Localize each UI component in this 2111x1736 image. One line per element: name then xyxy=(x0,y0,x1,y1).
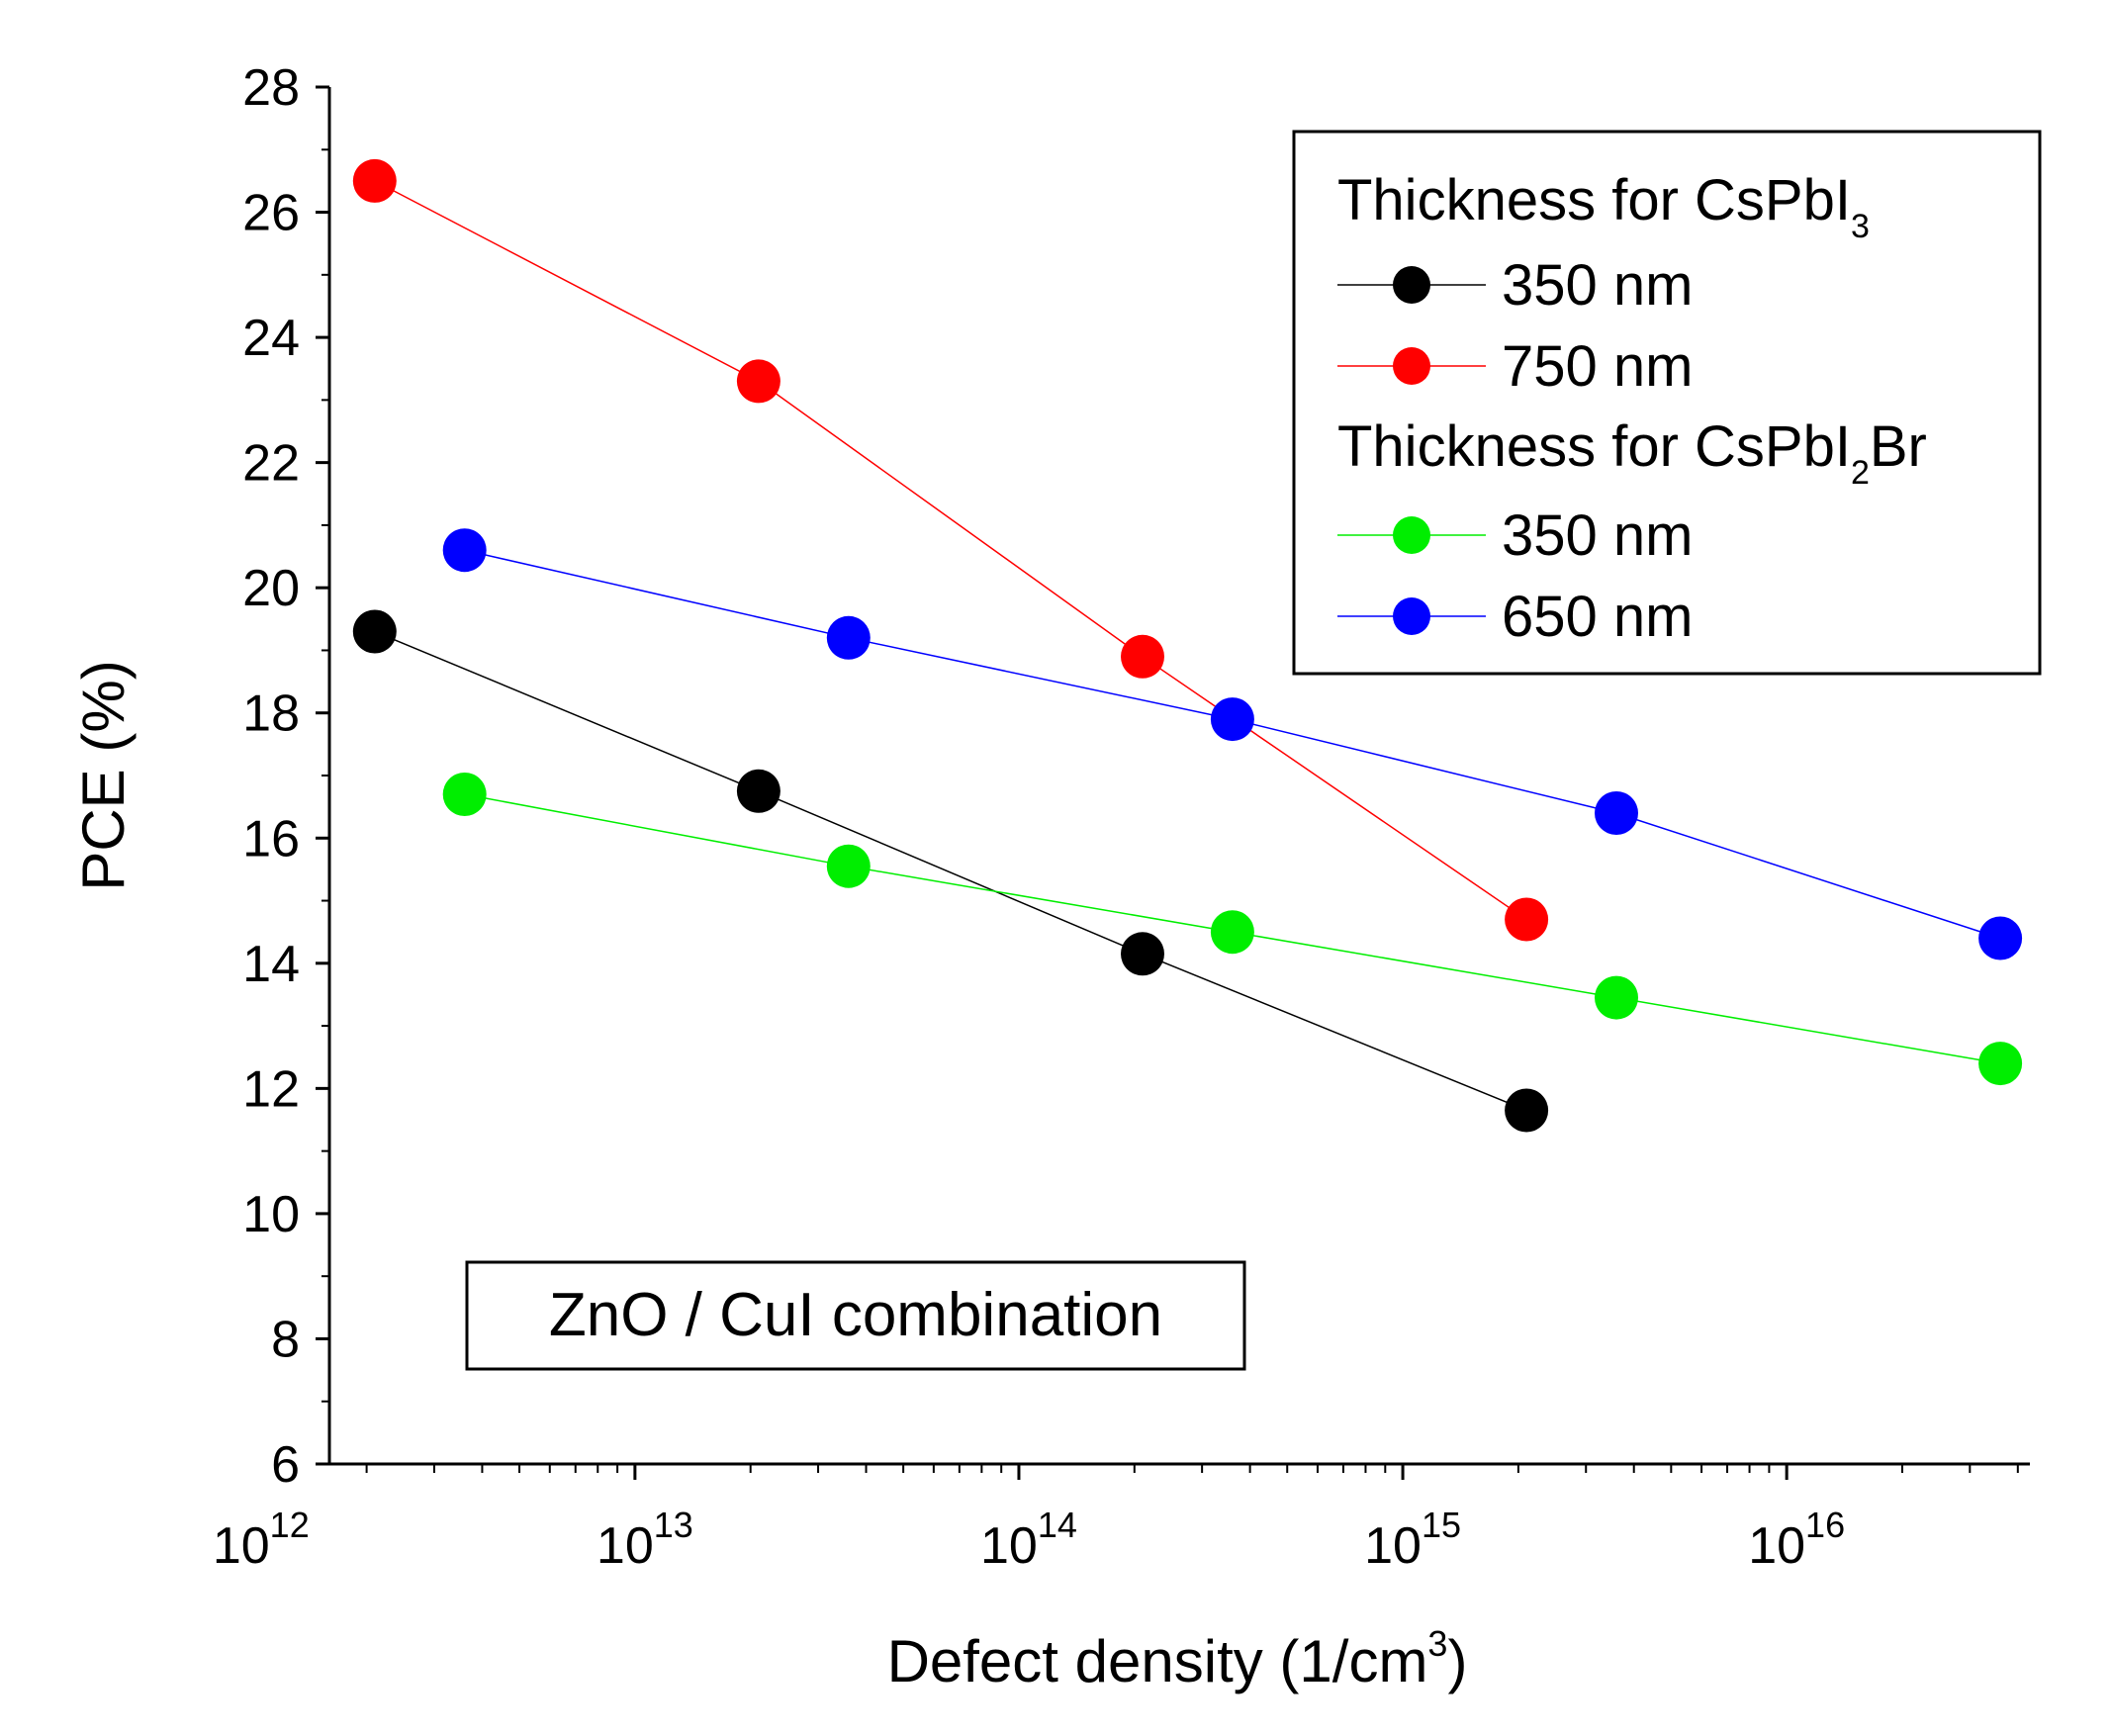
x-tick-label-base: 10 xyxy=(1364,1517,1422,1575)
data-point xyxy=(826,844,871,888)
data-point xyxy=(1978,1042,2023,1086)
x-tick-label-exp: 16 xyxy=(1805,1505,1845,1545)
data-point xyxy=(1978,916,2023,960)
legend-marker xyxy=(1393,597,1430,635)
data-point xyxy=(1121,634,1164,679)
legend-group-title-0-sub: 3 xyxy=(1851,208,1870,245)
legend-entry: 650 nm xyxy=(1337,585,1693,649)
data-point xyxy=(442,528,487,573)
x-tick-label: 1016 xyxy=(1748,1505,1845,1575)
annotation-box: ZnO / CuI combination xyxy=(465,1260,1246,1371)
x-tick-label-exp: 14 xyxy=(1038,1505,1077,1545)
x-tick-label-base: 10 xyxy=(597,1517,654,1575)
x-tick-label-exp: 12 xyxy=(270,1505,310,1545)
series-2 xyxy=(442,773,2023,1086)
legend-entry: 350 nm xyxy=(1337,253,1693,318)
series-layer xyxy=(352,158,2023,1133)
legend-box xyxy=(1292,130,2042,676)
data-point xyxy=(1505,897,1549,942)
y-tick-label: 14 xyxy=(242,936,300,993)
legend-label: 350 nm xyxy=(1502,253,1693,318)
y-tick-label: 26 xyxy=(242,185,300,242)
legend-label: 750 nm xyxy=(1502,334,1693,399)
series-line xyxy=(374,180,1527,921)
data-point xyxy=(352,158,397,203)
y-tick-label: 24 xyxy=(242,310,300,367)
x-tick-label-exp: 13 xyxy=(654,1505,693,1545)
y-ticks: 6 8 10 12 14 16 18 20 22 24 26 28 xyxy=(242,59,329,1494)
x-tick-label-base: 10 xyxy=(213,1517,270,1575)
series-3 xyxy=(442,528,2023,960)
y-tick-label: 18 xyxy=(242,685,300,743)
x-tick-label-base: 10 xyxy=(1748,1517,1805,1575)
data-point xyxy=(736,359,780,404)
x-tick-label: 1013 xyxy=(597,1505,693,1575)
x-axis-title-sup: 3 xyxy=(1427,1623,1447,1664)
y-tick-label: 8 xyxy=(271,1311,300,1368)
x-tick-label-exp: 15 xyxy=(1422,1505,1461,1545)
y-tick-label: 20 xyxy=(242,560,300,617)
data-point xyxy=(1210,910,1254,955)
legend-marker xyxy=(1393,516,1430,554)
data-point xyxy=(1595,975,1638,1020)
y-tick-label: 6 xyxy=(271,1436,300,1494)
legend-marker xyxy=(1393,347,1430,385)
legend-group-title-0-main: Thickness for CsPbI xyxy=(1337,168,1851,232)
x-axis-title: Defect density (1/cm3) xyxy=(887,1623,1468,1694)
data-point xyxy=(826,615,871,660)
x-axis-title-main: Defect density (1/cm xyxy=(887,1628,1428,1694)
legend-group-title-1-end: Br xyxy=(1870,414,1927,479)
data-point xyxy=(442,773,487,816)
legend-marker xyxy=(1393,266,1430,304)
data-point xyxy=(1210,697,1254,742)
legend-entry: 350 nm xyxy=(1337,503,1693,568)
legend-group-title-1: Thickness for CsPbI2Br xyxy=(1337,414,1927,492)
annotation-text: ZnO / CuI combination xyxy=(549,1281,1162,1349)
legend-group-title-1-sub: 2 xyxy=(1851,454,1870,492)
data-point xyxy=(1595,791,1638,835)
legend-label: 350 nm xyxy=(1502,503,1693,568)
y-axis-title: PCE (%) xyxy=(70,660,137,890)
legend-entries: 350 nm 750 nm 350 nm 650 nm xyxy=(1337,253,1693,649)
legend-entry: 750 nm xyxy=(1337,334,1693,399)
annotation-frame xyxy=(465,1260,1246,1371)
y-tick-label: 10 xyxy=(242,1186,300,1243)
legend: Thickness for CsPbI3 Thickness for CsPbI… xyxy=(1292,130,2042,676)
y-tick-label: 16 xyxy=(242,810,300,868)
x-tick-label: 1015 xyxy=(1364,1505,1461,1575)
legend-group-title-0: Thickness for CsPbI3 xyxy=(1337,168,1870,245)
legend-label: 650 nm xyxy=(1502,585,1693,649)
y-tick-label: 22 xyxy=(242,435,300,493)
series-0 xyxy=(352,609,1549,1133)
x-tick-label: 1014 xyxy=(980,1505,1077,1575)
data-point xyxy=(1505,1088,1549,1133)
x-axis-title-end: ) xyxy=(1447,1628,1467,1694)
series-line xyxy=(374,630,1527,1112)
x-tick-label-base: 10 xyxy=(980,1517,1038,1575)
y-tick-label: 28 xyxy=(242,59,300,117)
legend-group-title-1-main: Thickness for CsPbI xyxy=(1337,414,1851,479)
data-point xyxy=(1121,932,1164,976)
x-ticks: 1012 1013 1014 1015 1016 xyxy=(213,1464,2019,1575)
series-1 xyxy=(352,158,1549,942)
data-point xyxy=(736,769,780,813)
y-tick-label: 12 xyxy=(242,1060,300,1118)
data-point xyxy=(352,609,397,654)
x-tick-label: 1012 xyxy=(213,1505,310,1575)
